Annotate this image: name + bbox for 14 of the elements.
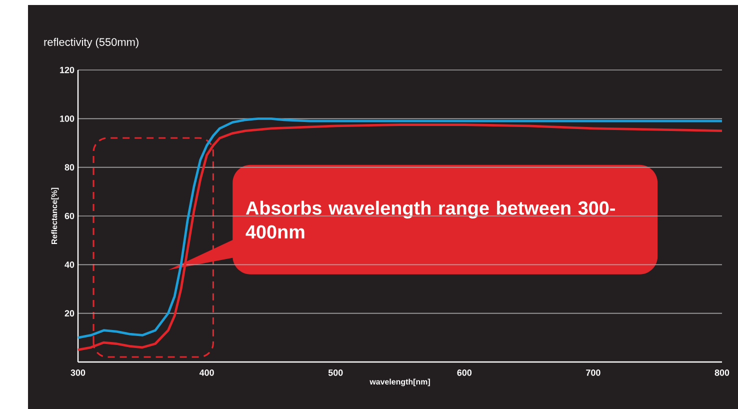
- x-tick-label: 800: [714, 370, 730, 376]
- x-tick-label: 500: [328, 370, 343, 376]
- x-tick-label: 400: [199, 370, 214, 376]
- y-tick-label: 60: [64, 212, 74, 220]
- x-tick-label: 700: [586, 370, 600, 376]
- y-tick-label: 20: [64, 310, 74, 317]
- y-tick-label: 40: [64, 261, 74, 268]
- x-tick-label: 600: [457, 370, 472, 376]
- chart-title: reflectivity (550mm): [44, 38, 138, 48]
- y-tick-label: 80: [64, 164, 74, 171]
- y-tick-label: 120: [60, 66, 74, 74]
- annotation: Absorbs wavelength range between 300-400nm: [246, 200, 615, 239]
- x-tick-label: 300: [70, 370, 86, 376]
- y-tick-label: 100: [60, 115, 74, 122]
